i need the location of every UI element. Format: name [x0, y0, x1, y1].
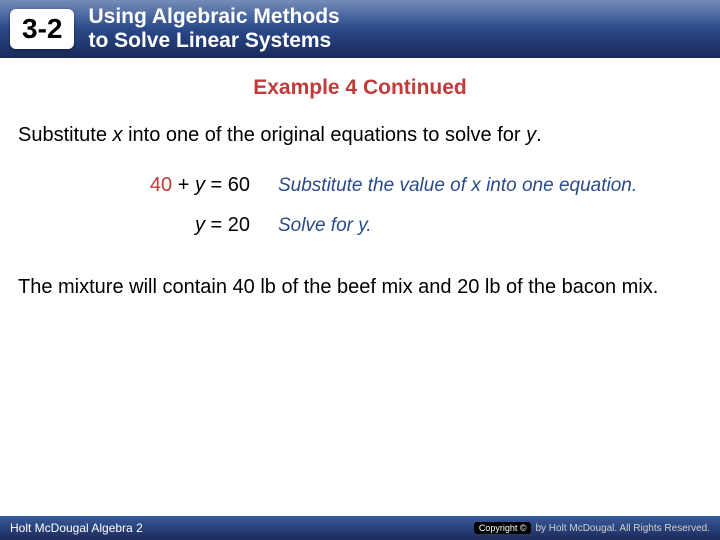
instruction-text: Substitute x into one of the original eq… [18, 122, 702, 148]
title-line-2: to Solve Linear Systems [88, 29, 331, 52]
copyright-badge: Copyright © [474, 522, 532, 534]
section-number-box: 3-2 [10, 9, 74, 49]
explain-2: Solve for y. [278, 214, 702, 238]
eq1-mid: + [172, 174, 195, 196]
eq2-post: = 20 [205, 214, 250, 236]
instruction-var-x: x [113, 124, 123, 146]
instruction-post: . [536, 124, 542, 146]
conclusion-text: The mixture will contain 40 lb of the be… [18, 274, 702, 300]
slide-content: Example 4 Continued Substitute x into on… [0, 58, 720, 300]
step-row: y = 20 Solve for y. [78, 214, 702, 238]
lesson-title: Using Algebraic Methods to Solve Linear … [88, 5, 339, 53]
instruction-var-y: y [526, 124, 536, 146]
step-row: 40 + y = 60 Substitute the value of x in… [78, 174, 702, 198]
eq2-var: y [195, 214, 205, 236]
instruction-pre: Substitute [18, 124, 113, 146]
footer-book-title: Holt McDougal Algebra 2 [10, 521, 143, 535]
eq1-post: = 60 [205, 174, 250, 196]
copyright-text: by Holt McDougal. All Rights Reserved. [535, 523, 710, 534]
eq1-var: y [195, 174, 205, 196]
title-line-1: Using Algebraic Methods [88, 5, 339, 28]
solution-steps: 40 + y = 60 Substitute the value of x in… [78, 174, 702, 238]
slide-footer: Holt McDougal Algebra 2 Copyright © by H… [0, 516, 720, 540]
explain-1: Substitute the value of x into one equat… [278, 174, 702, 198]
footer-copyright: Copyright © by Holt McDougal. All Rights… [474, 522, 710, 534]
eq1-substituted-value: 40 [150, 174, 172, 196]
slide-header: 3-2 Using Algebraic Methods to Solve Lin… [0, 0, 720, 58]
section-number: 3-2 [22, 13, 62, 44]
instruction-mid: into one of the original equations to so… [123, 124, 527, 146]
equation-1: 40 + y = 60 [78, 174, 278, 197]
example-heading: Example 4 Continued [18, 76, 702, 100]
equation-2: y = 20 [78, 214, 278, 237]
